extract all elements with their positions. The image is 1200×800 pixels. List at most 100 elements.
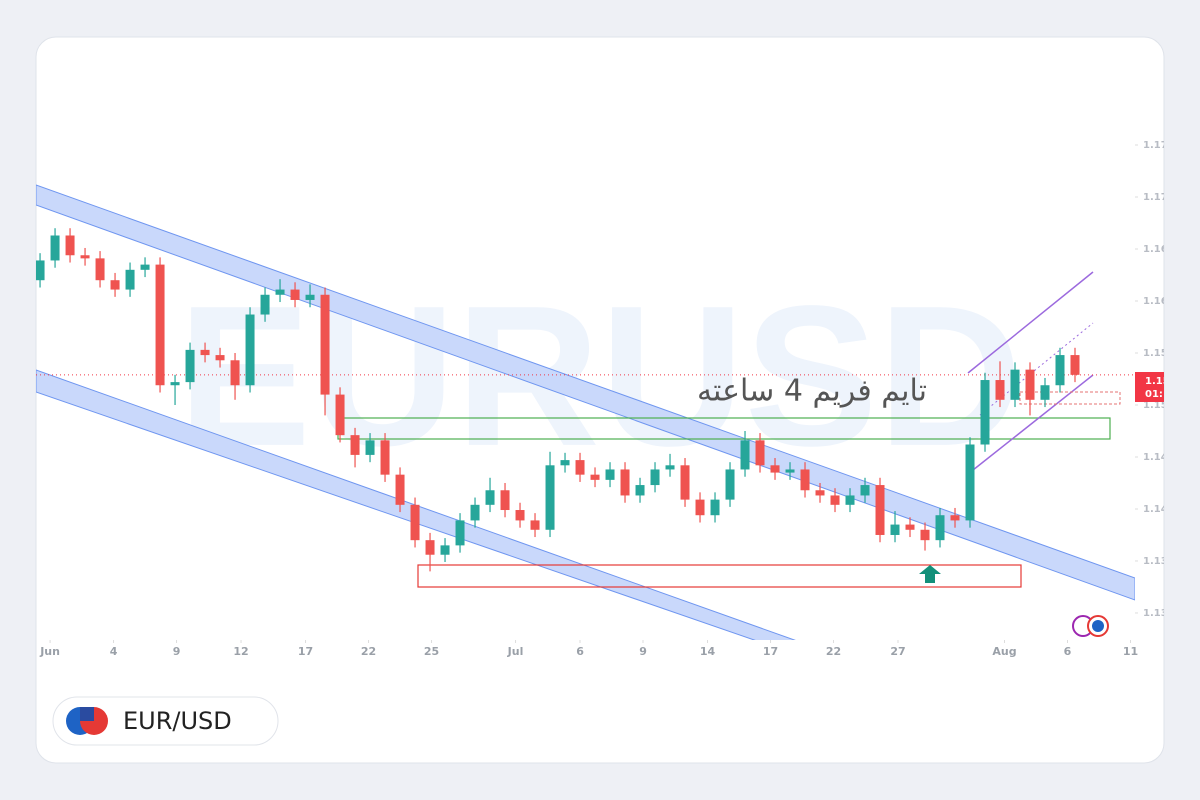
candle-body (470, 504, 480, 521)
candle-body (785, 469, 795, 473)
candle-body (440, 545, 450, 555)
candle-body (455, 520, 465, 546)
candle-body (560, 460, 570, 466)
drawings: تایم فریم 4 ساعته (36, 184, 1135, 640)
candle-body (665, 465, 675, 470)
candle-body (380, 440, 390, 475)
candle-body (920, 529, 930, 541)
candle-body (1025, 369, 1035, 400)
us-flag-canton (80, 707, 94, 721)
candle-body (395, 474, 405, 505)
y-tick-label: 1.13 (1143, 608, 1168, 619)
candle-body (410, 504, 420, 541)
candle-body (320, 294, 330, 395)
candle-body (980, 380, 990, 445)
candle-body (425, 540, 435, 555)
candle-body (860, 485, 870, 496)
candle-body (260, 294, 270, 315)
candle-body (650, 469, 660, 486)
candle-body (155, 264, 165, 386)
candle-body (1010, 369, 1020, 400)
x-tick-label: 25 (424, 645, 439, 658)
candle-body (275, 289, 285, 295)
candle-body (515, 510, 525, 521)
chart-area: EURUSD تایم فریم 4 ساعته 1.171.171.161.1… (36, 140, 1168, 746)
candle-body (36, 260, 45, 281)
candle-body (965, 444, 975, 521)
candle-body (365, 440, 375, 455)
candle-body (65, 235, 75, 256)
x-tick-label: Jun (39, 645, 60, 658)
y-tick-label: 1.13 (1143, 556, 1168, 567)
candle-body (770, 465, 780, 473)
candle-body (110, 280, 120, 290)
candle-body (695, 499, 705, 516)
x-tick-label: 12 (233, 645, 248, 658)
x-tick-label: 11 (1123, 645, 1138, 658)
candle-body (305, 294, 315, 300)
x-tick-label: 27 (890, 645, 905, 658)
x-tick-label: 4 (110, 645, 118, 658)
candle-body (830, 495, 840, 505)
x-tick-label: 22 (826, 645, 841, 658)
candle-body (215, 355, 225, 361)
candle-body (755, 440, 765, 466)
y-tick-label: 1.16 (1143, 244, 1168, 255)
symbol-pill (52, 696, 279, 746)
candle-body (185, 349, 195, 383)
symbol: EUR/USD (123, 707, 232, 735)
candle-body (950, 515, 960, 521)
candles (36, 228, 1135, 572)
y-tick-label: 1.17 (1143, 192, 1168, 203)
support-zone (417, 564, 1022, 588)
candle-body (1040, 385, 1050, 400)
candle-body (125, 269, 135, 290)
candle-body (800, 469, 810, 491)
candle-body (740, 440, 750, 470)
candle-body (170, 382, 180, 386)
candle-body (80, 255, 90, 259)
candle-body (485, 490, 495, 505)
x-tick-label: 17 (763, 645, 778, 658)
candle-body (95, 258, 105, 281)
candle-body (200, 349, 210, 356)
candle-body (935, 515, 945, 541)
candle-body (815, 490, 825, 496)
candle-body (140, 264, 150, 270)
price-tag (1135, 372, 1164, 402)
x-tick-label: 6 (1064, 645, 1072, 658)
candle-body (530, 520, 540, 530)
x-tick-label: 9 (173, 645, 181, 658)
candle-body (710, 499, 720, 516)
logo (1072, 615, 1109, 637)
candle-body (590, 474, 600, 480)
candle-body (545, 465, 555, 530)
candle-body (995, 380, 1005, 400)
x-tick-label: 17 (298, 645, 313, 658)
candle-body (350, 435, 360, 455)
candle-body (335, 394, 345, 436)
up-arrow (919, 565, 941, 583)
x-tick-label: 14 (700, 645, 716, 658)
x-tick-label: Aug (992, 645, 1016, 658)
candle-body (575, 460, 585, 475)
candle-body (245, 314, 255, 386)
x-tick-label: 9 (639, 645, 647, 658)
target-box (1019, 391, 1121, 405)
rising-channel-mid (979, 322, 1094, 416)
y-tick-label: 1.15 (1143, 348, 1168, 359)
axes: 1.17 1.17 1.16 1.16 1.15 1.15 1.14 1.14 1.13 1.13… (39, 140, 1168, 658)
candle-body (1070, 355, 1080, 375)
upper-channel (36, 184, 1135, 601)
candle-body (890, 524, 900, 535)
y-tick-label: 1.17 (1143, 140, 1168, 151)
y-tick-label: 1.14 (1143, 452, 1168, 463)
x-tick-label: 6 (576, 645, 584, 658)
candle-body (1055, 355, 1065, 386)
candle-body (230, 360, 240, 386)
candle-body (290, 289, 300, 300)
candle-body (635, 485, 645, 496)
candle-body (500, 490, 510, 511)
rising-channel-top (967, 271, 1094, 374)
